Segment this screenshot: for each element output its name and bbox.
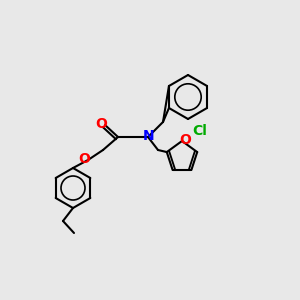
Text: O: O bbox=[179, 133, 191, 147]
Text: O: O bbox=[78, 152, 90, 166]
Text: N: N bbox=[143, 129, 155, 143]
Text: O: O bbox=[95, 117, 107, 131]
Text: Cl: Cl bbox=[193, 124, 207, 138]
